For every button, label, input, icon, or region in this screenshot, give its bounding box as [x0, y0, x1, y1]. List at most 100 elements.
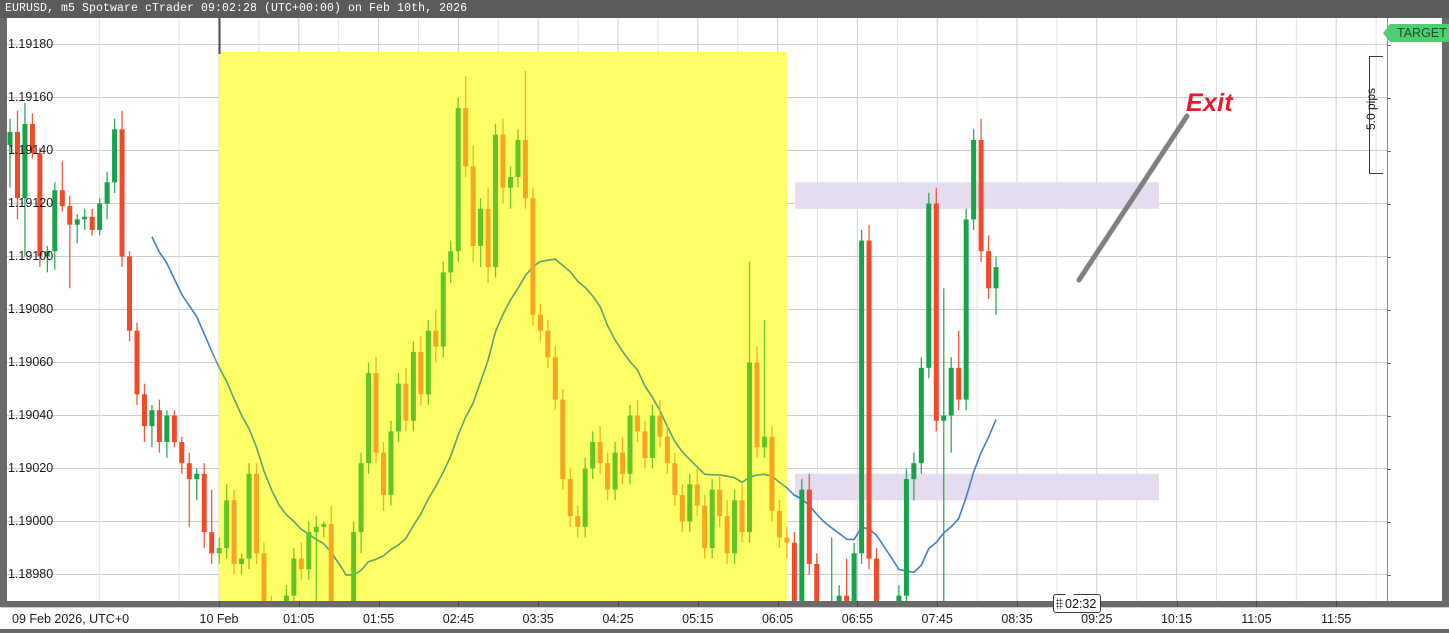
time-axis-label: 05:15: [682, 612, 714, 626]
time-axis-tick: [1176, 601, 1178, 607]
candle: [433, 309, 439, 363]
time-axis-tick: [1256, 601, 1258, 607]
price-axis-label: 1.19160: [8, 89, 54, 104]
candle: [201, 463, 207, 548]
candle: [664, 426, 670, 474]
candle: [575, 505, 581, 538]
candle: [657, 399, 663, 448]
candle: [156, 399, 162, 453]
candle: [582, 457, 588, 538]
candlestick-canvas: [7, 18, 1387, 601]
candle: [493, 124, 499, 278]
time-axis-tick: [937, 601, 939, 607]
candle: [634, 399, 640, 442]
candle: [478, 198, 484, 268]
candle: [672, 452, 678, 506]
candle: [440, 261, 446, 358]
candle: [14, 110, 20, 220]
pips-bracket: [1369, 56, 1383, 174]
time-axis-tick: [697, 601, 699, 607]
candle: [896, 585, 902, 601]
candle: [186, 452, 192, 527]
time-axis-label: 06:05: [761, 612, 794, 626]
candle: [844, 558, 850, 601]
countdown-pointer: [1065, 589, 1074, 595]
time-axis-tick: [458, 601, 460, 607]
candle: [328, 505, 334, 601]
price-axis-tick: [1387, 97, 1391, 99]
candle: [694, 468, 700, 517]
time-axis-label: 01:55: [362, 612, 395, 626]
candle: [29, 113, 35, 159]
candle: [986, 235, 992, 299]
candle: [246, 463, 252, 570]
candle: [799, 479, 805, 601]
time-axis-tick: [777, 601, 779, 607]
candle: [679, 484, 685, 533]
candle: [89, 208, 95, 236]
price-axis-label: 1.19100: [8, 248, 54, 263]
time-axis-label: 01:05: [283, 612, 315, 626]
candle: [164, 410, 170, 458]
price-axis-label: 1.19040: [8, 407, 54, 422]
candle: [104, 171, 110, 220]
time-axis-label: 09:25: [1081, 612, 1113, 626]
candle: [515, 129, 521, 188]
target-price-badge[interactable]: TARGET: [1383, 24, 1449, 42]
time-axis-bar[interactable]: [0, 607, 1449, 633]
candle: [963, 208, 969, 411]
time-axis-tick: [1336, 601, 1338, 607]
candle: [747, 261, 753, 543]
time-axis-tick: [1017, 601, 1018, 607]
candle: [687, 473, 693, 533]
candle: [381, 442, 386, 511]
candle: [791, 532, 797, 601]
candle: [59, 161, 65, 212]
chart-plot-area[interactable]: [7, 18, 1387, 601]
candle: [463, 76, 469, 177]
candle: [814, 553, 820, 601]
candle: [149, 404, 155, 448]
candle: [134, 322, 140, 405]
time-axis-label: 07:45: [921, 612, 953, 626]
candle: [754, 346, 760, 458]
candle: [127, 251, 133, 342]
candle: [702, 495, 708, 559]
candle: [254, 463, 260, 564]
price-axis-tick: [1387, 44, 1391, 46]
candle: [522, 71, 528, 209]
candle: [224, 484, 230, 559]
candle: [67, 195, 73, 289]
candle: [709, 479, 715, 559]
candle: [321, 521, 327, 538]
window-title-text: EURUSD, m5 Spotware cTrader 09:02:28 (UT…: [5, 2, 468, 15]
time-axis-label: 10 Feb: [199, 612, 239, 626]
price-axis-tick: [1387, 203, 1391, 205]
candle: [642, 420, 648, 469]
candle: [358, 452, 364, 554]
price-axis-tick: [1387, 468, 1391, 470]
candle: [724, 500, 730, 564]
candle: [941, 288, 947, 601]
candle: [918, 357, 924, 474]
price-axis-label: 1.19080: [8, 301, 54, 316]
time-axis-origin-label: 09 Feb 2026, UTC+0: [12, 612, 130, 626]
candle: [141, 383, 147, 442]
time-axis-rule: [7, 601, 1442, 607]
drag-grip-icon[interactable]: [1056, 598, 1063, 609]
countdown-tooltip[interactable]: 02:32: [1053, 594, 1102, 613]
candle: [388, 420, 394, 506]
candle: [306, 521, 312, 580]
price-axis[interactable]: [1387, 18, 1442, 601]
candle: [52, 182, 58, 270]
price-axis-tick: [1387, 256, 1391, 258]
candle: [911, 452, 917, 501]
candle: [627, 404, 633, 485]
candle: [597, 426, 603, 474]
candle: [993, 256, 999, 315]
left-frame-rail: [0, 18, 7, 607]
candle: [44, 245, 50, 273]
candle: [831, 537, 833, 601]
time-axis-label: 02:45: [442, 612, 475, 626]
